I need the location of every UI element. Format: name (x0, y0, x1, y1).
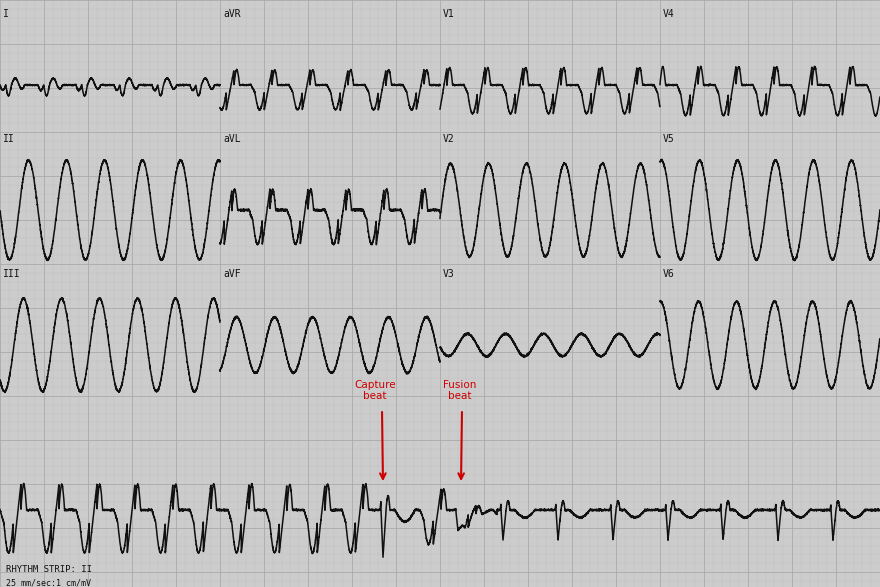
Text: aVR: aVR (223, 9, 240, 19)
Text: III: III (3, 269, 20, 279)
Text: V4: V4 (663, 9, 675, 19)
Text: V1: V1 (443, 9, 455, 19)
Text: RHYTHM STRIP: II: RHYTHM STRIP: II (6, 565, 92, 575)
Text: V3: V3 (443, 269, 455, 279)
Text: aVF: aVF (223, 269, 240, 279)
Text: Capture
beat: Capture beat (354, 380, 396, 401)
Text: V2: V2 (443, 134, 455, 144)
Text: aVL: aVL (223, 134, 240, 144)
Text: II: II (3, 134, 15, 144)
Text: V5: V5 (663, 134, 675, 144)
Text: Fusion
beat: Fusion beat (444, 380, 477, 401)
Text: I: I (3, 9, 9, 19)
Text: 25 mm/sec:1 cm/mV: 25 mm/sec:1 cm/mV (6, 578, 91, 587)
Text: V6: V6 (663, 269, 675, 279)
